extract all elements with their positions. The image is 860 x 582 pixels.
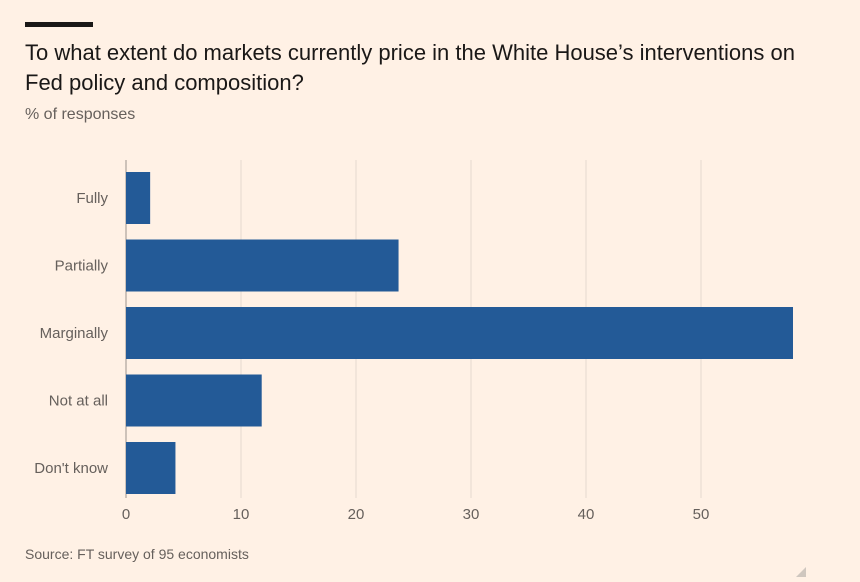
category-label: Partially xyxy=(55,258,109,275)
bar xyxy=(126,374,262,427)
bar xyxy=(126,307,793,359)
x-tick-label: 0 xyxy=(122,506,130,523)
chart-subtitle: % of responses xyxy=(25,106,136,123)
chart-title: To what extent do markets currently pric… xyxy=(25,40,795,95)
x-tick-label: 20 xyxy=(348,506,365,523)
title-rule xyxy=(25,22,93,27)
x-tick-labels: 0 10 20 30 40 50 xyxy=(122,506,710,523)
category-label: Not at all xyxy=(49,393,108,410)
resize-corner-icon xyxy=(796,567,806,577)
x-tick-label: 40 xyxy=(578,506,595,523)
source-note: Source: FT survey of 95 economists xyxy=(25,546,249,562)
bar xyxy=(126,172,151,224)
category-label: Don't know xyxy=(34,460,108,477)
bar xyxy=(126,239,399,292)
x-tick-label: 30 xyxy=(463,506,480,523)
category-label: Marginally xyxy=(40,325,109,342)
bar xyxy=(126,442,176,494)
category-labels: Fully Partially Marginally Not at all Don't … xyxy=(34,190,108,477)
bar-chart: Fully Partially Marginally Not at all Don't … xyxy=(34,160,793,523)
bars xyxy=(126,172,793,494)
category-label: Fully xyxy=(76,190,108,207)
x-tick-label: 50 xyxy=(693,506,710,523)
x-tick-label: 10 xyxy=(233,506,250,523)
